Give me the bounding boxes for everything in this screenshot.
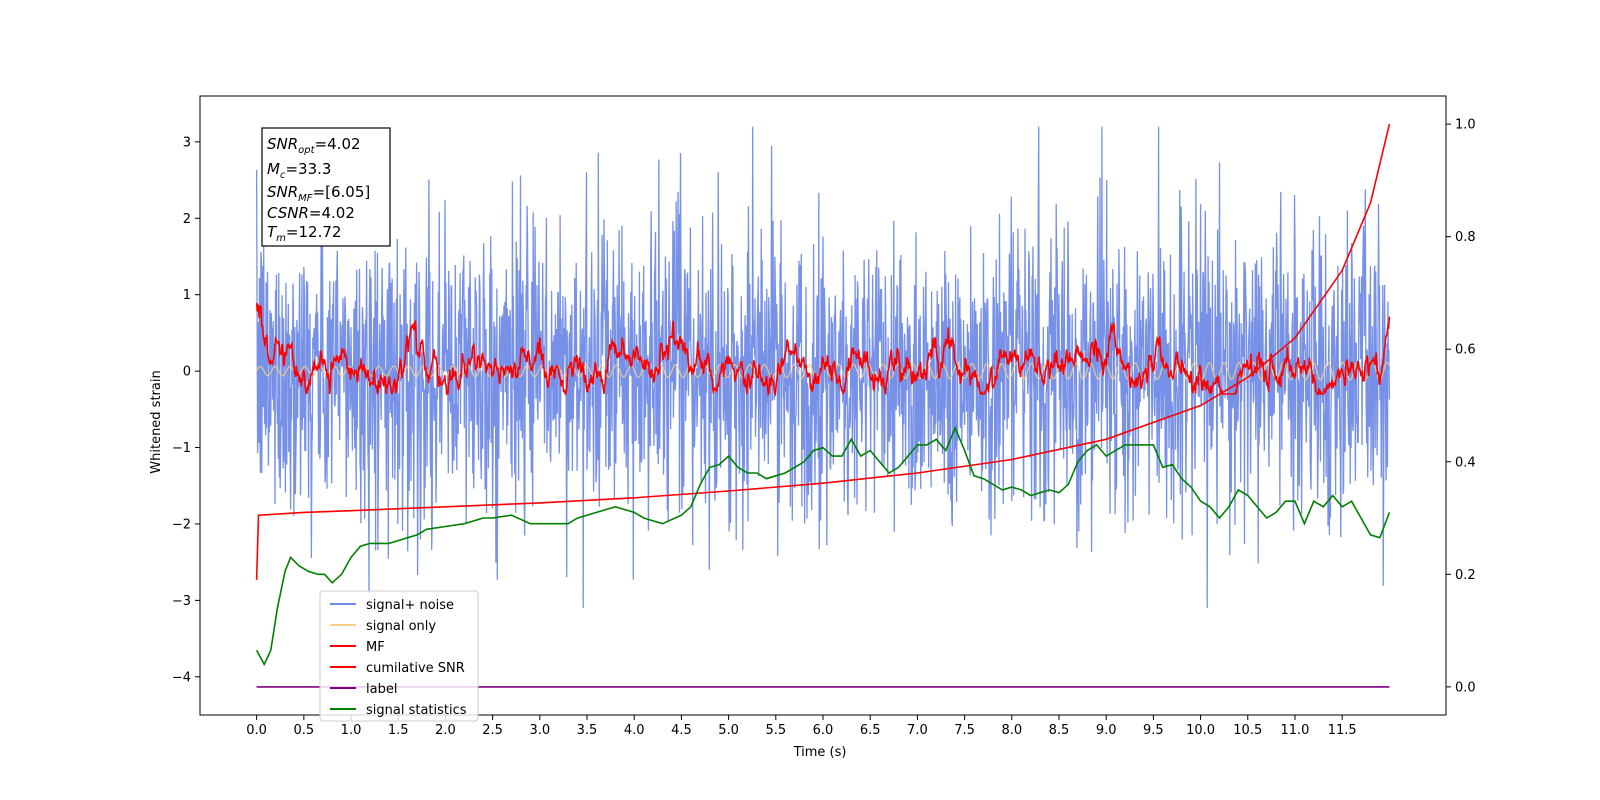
x-tick-label: 4.0 (624, 723, 645, 738)
y-tick-label: −1 (172, 441, 191, 456)
x-tick-label: 5.0 (718, 723, 739, 738)
x-tick-label: 4.5 (671, 723, 692, 738)
info-tm: Tm=12.72 (267, 223, 341, 244)
x-tick-label: 1.0 (341, 723, 362, 738)
x-tick-label: 2.0 (435, 723, 456, 738)
x-tick-label: 6.5 (860, 723, 881, 738)
y-axis-label: Whitened strain (149, 370, 164, 473)
y-tick-label: 0 (183, 365, 191, 380)
x-tick-label: 6.0 (813, 723, 834, 738)
x-tick-label: 3.5 (577, 723, 598, 738)
x-tick-label: 7.5 (954, 723, 975, 738)
legend-label-signal-only: signal only (366, 619, 436, 634)
x-tick-label: 3.0 (529, 723, 550, 738)
series-cumulative-snr (255, 123, 1391, 580)
y2-tick-label: 1.0 (1455, 118, 1476, 133)
y2-tick-label: 0.4 (1455, 455, 1476, 470)
x-tick-label: 8.0 (1001, 723, 1022, 738)
x-tick-label: 2.5 (482, 723, 503, 738)
x-axis-label: Time (s) (793, 745, 847, 760)
legend-label-label: label (366, 682, 397, 697)
y-tick-label: 3 (183, 135, 191, 150)
y-tick-label: −2 (172, 517, 191, 532)
x-tick-label: 10.5 (1233, 723, 1262, 738)
x-tick-label: 11.0 (1280, 723, 1309, 738)
series-signal-statistics (255, 425, 1391, 667)
y2-tick-label: 0.6 (1455, 343, 1476, 358)
x-tick-label: 8.5 (1049, 723, 1070, 738)
legend: signal+ noise signal only MF cumilative … (319, 590, 479, 722)
info-box: SNRopt=4.02 Mc=33.3 SNRMF=[6.05] CSNR=4.… (261, 127, 391, 247)
info-snr-mf: SNRMF=[6.05] (267, 183, 370, 204)
legend-label-cumulative-snr: cumilative SNR (366, 661, 465, 676)
x-tick-label: 9.0 (1096, 723, 1117, 738)
legend-label-signal-noise: signal+ noise (366, 598, 454, 613)
x-tick-label: 5.5 (765, 723, 786, 738)
x-tick-label: 0.5 (293, 723, 314, 738)
x-tick-label: 10.0 (1186, 723, 1215, 738)
y-tick-label: −3 (172, 594, 191, 609)
info-snr-opt: SNRopt=4.02 (267, 135, 361, 156)
x-tick-label: 11.5 (1328, 723, 1357, 738)
y2-tick-label: 0.2 (1455, 568, 1476, 583)
y-tick-label: 1 (183, 288, 191, 303)
legend-label-mf: MF (366, 640, 385, 655)
legend-label-signal-statistics: signal statistics (366, 703, 467, 718)
y2-tick-label: 0.8 (1455, 230, 1476, 245)
x-tick-label: 7.0 (907, 723, 928, 738)
x-tick-label: 9.5 (1143, 723, 1164, 738)
x-tick-label: 1.5 (388, 723, 409, 738)
series-signal-noise (255, 126, 1391, 609)
info-mc: Mc=33.3 (267, 160, 331, 181)
series-mf (255, 302, 1391, 398)
y2-tick-label: 0.0 (1455, 680, 1476, 695)
ticks-layer: 0.0 0.5 1.0 1.5 2.0 2.5 3.0 3.5 4.0 4.5 5.0 5.5 6.0 6… (172, 118, 1476, 738)
info-csnr: CSNR=4.02 (267, 204, 355, 222)
y-tick-label: −4 (172, 670, 191, 685)
y-tick-label: 2 (183, 212, 191, 227)
x-tick-label: 0.0 (246, 723, 267, 738)
